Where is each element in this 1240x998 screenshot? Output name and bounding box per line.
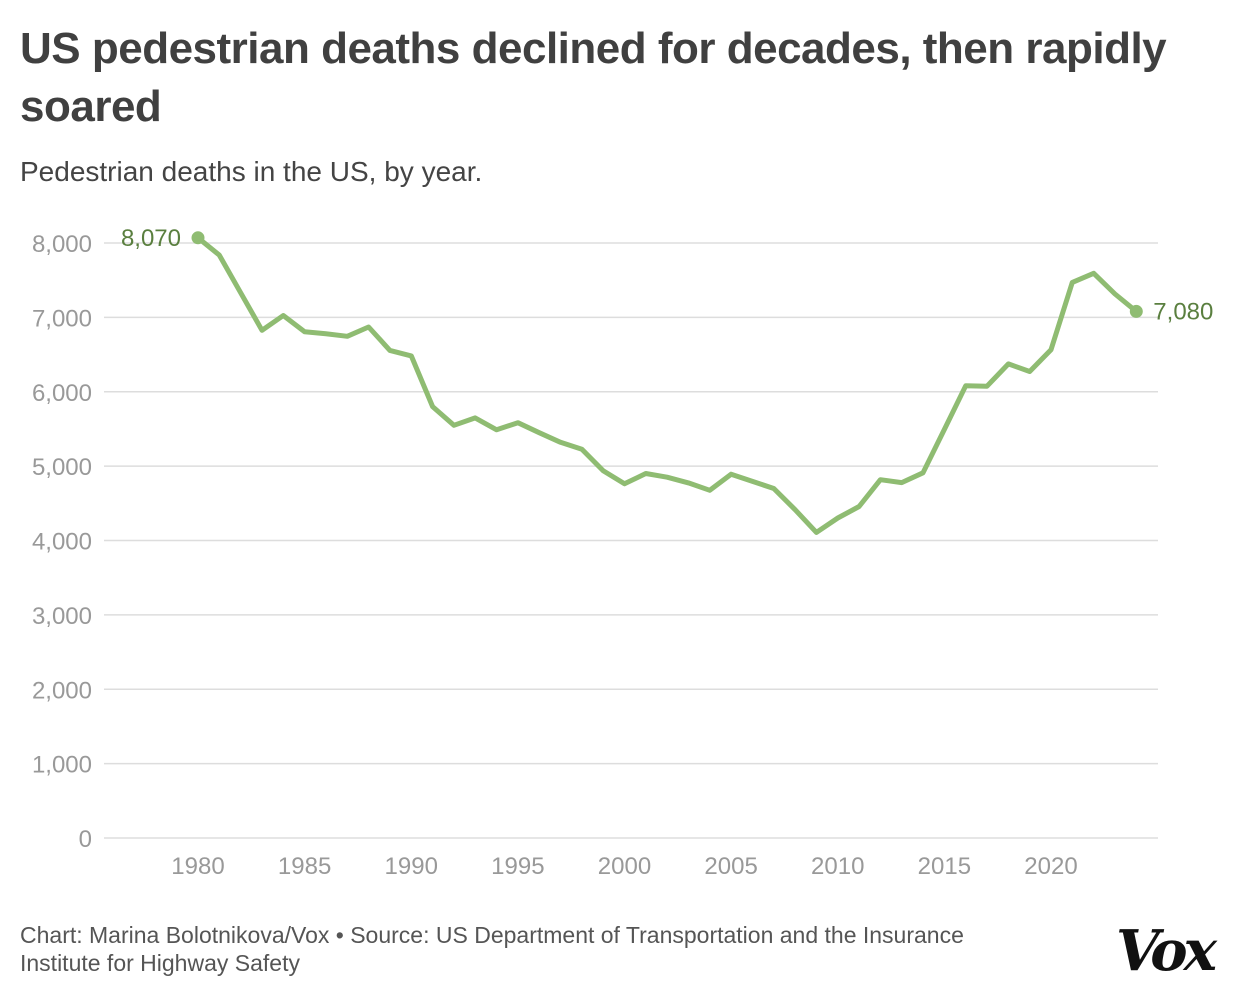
x-tick-label: 2015 <box>918 853 971 880</box>
endpoint-dot <box>1129 304 1143 318</box>
y-tick-label: 7,000 <box>32 305 92 332</box>
annotations: 8,070 7,080 <box>121 225 1213 326</box>
y-tick-label: 4,000 <box>32 529 92 556</box>
x-tick-label: 1995 <box>491 853 544 880</box>
data-label: 8,070 <box>121 225 181 252</box>
x-tick-label: 1990 <box>385 853 438 880</box>
y-tick-label: 8,000 <box>32 231 92 258</box>
x-tick-label: 2020 <box>1024 853 1077 880</box>
x-tick-label: 1985 <box>278 853 331 880</box>
chart-source-credit: Chart: Marina Bolotnikova/Vox • Source: … <box>20 922 964 976</box>
y-tick-label: 1,000 <box>32 752 92 779</box>
data-label: 7,080 <box>1153 298 1213 325</box>
endpoint-dot <box>191 231 205 245</box>
x-axis-ticks: 1980 1985 1990 1995 2000 2005 2010 2015 2020 <box>171 853 1077 880</box>
chart-subtitle: Pedestrian deaths in the US, by year. <box>20 156 483 187</box>
gridlines <box>104 242 1158 839</box>
x-tick-label: 1980 <box>171 853 224 880</box>
x-tick-label: 2010 <box>811 853 864 880</box>
chart-title: US pedestrian deaths declined for decade… <box>20 24 1167 131</box>
y-tick-label: 6,000 <box>32 380 92 407</box>
x-tick-label: 2000 <box>598 853 651 880</box>
line-chart: 0 1,000 2,000 3,000 4,000 5,000 6,000 7,000 8,00… <box>32 225 1213 880</box>
y-axis-ticks: 0 1,000 2,000 3,000 4,000 5,000 6,000 7,000 8,00… <box>32 231 92 853</box>
y-tick-label: 3,000 <box>32 603 92 630</box>
y-tick-label: 0 <box>79 826 92 853</box>
series-line <box>195 235 1139 535</box>
y-tick-label: 5,000 <box>32 454 92 481</box>
x-tick-label: 2005 <box>704 853 757 880</box>
y-tick-label: 2,000 <box>32 677 92 704</box>
vox-logo: Vox <box>1116 918 1217 984</box>
